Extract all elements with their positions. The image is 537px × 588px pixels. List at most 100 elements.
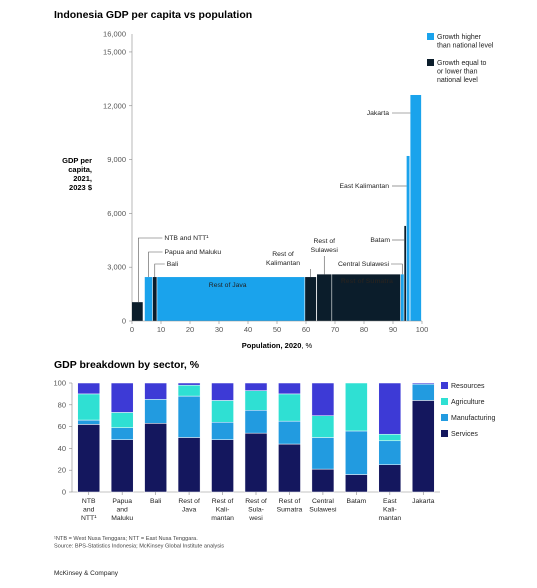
y-tick-label: 3,000 (107, 263, 126, 272)
bar-segment-resources (244, 382, 268, 391)
legend-label-lower: Growth equal to (437, 60, 487, 67)
label-rest-of-sumatra: Rest of Sumatra (341, 278, 393, 285)
x-category-label: Kali- (216, 507, 230, 514)
x-axis-label: Population, 2020, % (242, 341, 313, 350)
bar-segment-services (311, 468, 335, 493)
bar-rest-of-sulawesi (317, 274, 332, 321)
y-tick-label: 80 (58, 400, 66, 409)
bar-segment-services (345, 474, 368, 493)
x-tick-label: 50 (273, 325, 281, 334)
y-tick-label: 100 (53, 379, 66, 388)
bar-segment-services (211, 439, 234, 493)
bar-rest-of-sumatra (332, 274, 401, 321)
bar-segment-services (110, 439, 134, 493)
label-batam: Batam (370, 237, 390, 244)
bar-segment-resources (110, 382, 134, 413)
label-rest-of-sulawesi-1: Rest of (313, 238, 335, 245)
x-tick-label: 10 (157, 325, 165, 334)
chart1-title: Indonesia GDP per capita vs population (54, 9, 252, 21)
legend-label-higher: Growth higher (437, 34, 482, 41)
x-tick-label: 60 (302, 325, 310, 334)
x-category-label: and (117, 507, 129, 514)
legend-label-higher: than national level (437, 43, 494, 50)
bar-segment-agriculture (278, 393, 301, 422)
x-category-label: Jakarta (412, 498, 435, 505)
legend-swatch-services (441, 430, 448, 437)
x-tick-label: 70 (331, 325, 339, 334)
bar-segment-manufacturing (211, 421, 234, 440)
x-category-label: NTB (82, 498, 96, 505)
bar-segment-agriculture (110, 412, 134, 428)
bar-segment-services (77, 424, 101, 493)
bar-jakarta (410, 94, 422, 321)
bar-segment-manufacturing (177, 395, 201, 438)
y-tick-label: 16,000 (103, 30, 126, 39)
y-tick-label: 40 (58, 444, 66, 453)
bar-segment-manufacturing (110, 427, 134, 440)
x-category-label: Sulawesi (309, 507, 337, 514)
x-category-label: Papua (112, 498, 132, 505)
chart2-title: GDP breakdown by sector, % (54, 359, 200, 371)
leader-bali (154, 263, 165, 278)
bar-segment-manufacturing (345, 430, 368, 475)
x-tick-label: 90 (389, 325, 397, 334)
leader-papua (148, 251, 163, 278)
x-category-label: mantan (211, 515, 234, 522)
bar-segment-manufacturing (244, 410, 268, 434)
x-tick-label: 30 (215, 325, 223, 334)
y-tick-label: 0 (62, 488, 66, 497)
y-tick-label: 20 (58, 466, 66, 475)
bar-segment-resources (278, 382, 301, 395)
x-category-label: Rest of (245, 498, 267, 505)
label-rest-of-java: Rest of Java (209, 282, 247, 289)
brand-logo-text: McKinsey & Company (54, 570, 119, 577)
bar-segment-agriculture (77, 393, 101, 421)
bar-central-sulawesi (400, 274, 404, 321)
legend-label-lower: national level (437, 77, 478, 84)
y-tick-label: 9,000 (107, 155, 126, 164)
x-tick-label: 40 (244, 325, 252, 334)
chart1: 0 3,000 6,000 9,000 12,000 15,000 16,000 GDP pe… (62, 30, 494, 351)
chart2: 020406080100NTBandNTT¹PapuaandMalukuBali… (53, 379, 495, 523)
leader-ntb (138, 237, 163, 303)
y-tick-label: 6,000 (107, 209, 126, 218)
label-central-sulawesi: Central Sulawesi (338, 261, 389, 268)
x-category-label: Kali- (383, 507, 397, 514)
y-axis-label: 2023 $ (69, 183, 93, 192)
bar-segment-agriculture (378, 433, 402, 442)
legend-swatch-manufacturing (441, 414, 448, 421)
x-category-label: Bali (150, 498, 162, 505)
bar-east-kalimantan (406, 155, 410, 321)
x-category-label: Maluku (111, 515, 133, 522)
y-tick-label: 60 (58, 422, 66, 431)
bar-segment-services (244, 432, 268, 493)
bar-segment-services (278, 443, 301, 493)
bar-segment-manufacturing (278, 420, 301, 445)
bar-segment-services (411, 400, 435, 493)
label-east-kalimantan: East Kalimantan (340, 183, 390, 190)
leader-central-sulawesi (391, 263, 403, 275)
x-category-label: East (383, 498, 397, 505)
bar-segment-manufacturing (378, 440, 402, 465)
label-rest-of-kalimantan-2: Kalimantan (266, 260, 300, 267)
x-category-label: Batam (347, 498, 367, 505)
x-tick-label: 0 (130, 325, 134, 334)
x-axis-label-bold: Population, 2020 (242, 341, 302, 350)
footnote-line: ¹NTB = West Nusa Tenggara; NTT = East Nu… (54, 536, 198, 542)
bar-segment-services (177, 437, 201, 493)
bar-ntb-and-ntt (132, 302, 143, 321)
x-category-label: Java (182, 507, 197, 514)
x-tick-label: 80 (360, 325, 368, 334)
bar-segment-resources (144, 382, 167, 400)
label-rest-of-kalimantan-1: Rest of (272, 251, 294, 258)
bar-segment-agriculture (211, 400, 234, 423)
y-tick-label: 15,000 (103, 47, 126, 56)
x-category-label: Sumatra (277, 507, 303, 514)
bar-batam (404, 225, 407, 321)
legend-label-manufacturing: Manufacturing (451, 415, 495, 422)
bar-rest-of-kalimantan (305, 277, 317, 321)
bar-segment-resources (211, 382, 234, 401)
legend-label-services: Services (451, 431, 478, 438)
legend-label-resources: Resources (451, 383, 485, 390)
label-bali: Bali (167, 261, 179, 268)
